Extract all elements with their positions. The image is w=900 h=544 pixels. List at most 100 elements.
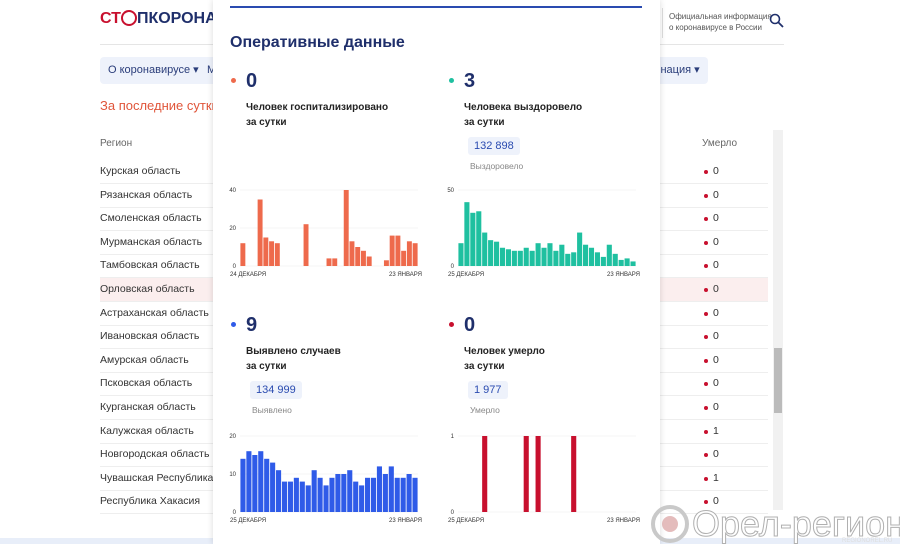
bar — [488, 240, 494, 266]
region-name: Мурманская область — [100, 235, 203, 248]
bar — [529, 250, 535, 266]
bar — [395, 235, 401, 266]
watermark-name: Орел-регион — [692, 503, 900, 544]
bar — [517, 250, 523, 266]
region-name: Новгородская область — [100, 448, 210, 461]
bar — [482, 232, 488, 266]
deaths-value: 0 — [713, 353, 719, 366]
bar — [588, 247, 595, 266]
bar — [349, 241, 355, 266]
search-icon[interactable] — [769, 13, 785, 29]
stat-description: Человека выздоровело за сутки — [464, 102, 583, 128]
bar — [323, 485, 329, 512]
scrollbar[interactable] — [773, 130, 783, 510]
bar — [565, 253, 571, 266]
bar — [252, 455, 258, 512]
region-name: Орловская область — [100, 283, 195, 295]
bar — [240, 458, 246, 512]
bar — [523, 436, 529, 512]
bar — [594, 252, 600, 266]
watermark: Орел-регион REGIONOREL.RU — [651, 503, 900, 544]
modal-title: Оперативные данные — [230, 34, 405, 51]
bar — [553, 250, 559, 266]
bar — [412, 477, 418, 512]
bar — [370, 477, 377, 512]
bar — [606, 244, 612, 266]
deaths-value: 0 — [713, 448, 719, 461]
status-dot — [704, 358, 708, 363]
bar — [264, 458, 270, 512]
deaths-value: 0 — [713, 283, 719, 295]
bar — [482, 436, 488, 512]
total-value: 132 898 — [468, 137, 520, 155]
region-name: Рязанская область — [100, 188, 193, 201]
region-name: Республика Хакасия — [100, 495, 201, 508]
bar — [263, 237, 269, 266]
bar — [303, 224, 309, 266]
bar — [505, 249, 511, 266]
mini-chart: 0 10 20 25 ДЕКАБРЯ 23 ЯНВАРЯ — [229, 434, 422, 524]
x-end-label: 23 ЯНВАРЯ — [389, 518, 422, 524]
status-dot — [704, 429, 708, 434]
region-name: Амурская область — [100, 353, 189, 366]
bar — [624, 258, 630, 266]
stat-description: Человек умерло за сутки — [464, 346, 545, 372]
deaths-value: 0 — [713, 235, 719, 248]
bar — [577, 232, 583, 266]
stat-number: 9 — [246, 314, 258, 336]
y-tick-label: 20 — [229, 226, 236, 232]
bar — [583, 244, 589, 266]
bar — [406, 474, 412, 512]
total-label: Выявлено — [252, 405, 292, 415]
section-title: За последние сутки — [100, 98, 219, 113]
total-label: Умерло — [470, 405, 500, 415]
status-dot — [704, 476, 708, 481]
region-name: Астраханская область — [100, 306, 209, 319]
bar — [618, 259, 624, 266]
x-start-label: 25 ДЕКАБРЯ — [448, 518, 484, 524]
bar — [476, 211, 482, 266]
bar — [494, 241, 500, 266]
bar — [281, 481, 288, 512]
x-start-label: 25 ДЕКАБРЯ — [230, 518, 266, 524]
bar — [326, 258, 332, 266]
bar — [343, 190, 349, 266]
y-tick-label: 1 — [451, 434, 455, 440]
stat-number: 0 — [464, 314, 476, 336]
bar — [335, 474, 341, 512]
region-name: Тамбовская область — [100, 259, 200, 272]
status-dot — [704, 453, 708, 458]
modal-top-line — [230, 6, 642, 8]
status-dot — [704, 382, 708, 387]
bar — [329, 477, 335, 512]
bar — [412, 243, 418, 266]
bar — [376, 466, 382, 512]
indicator-dot — [231, 78, 236, 83]
total-value: 1 977 — [468, 381, 508, 399]
bar — [274, 243, 280, 266]
nav-item[interactable]: О коронавирусе ▾ — [100, 57, 207, 84]
bar — [382, 474, 388, 512]
bar — [246, 451, 252, 512]
deaths-value: 0 — [713, 401, 719, 413]
y-tick-label: 0 — [451, 510, 455, 516]
bar — [257, 199, 263, 266]
deaths-value: 0 — [713, 165, 719, 177]
scroll-thumb[interactable] — [774, 348, 782, 413]
region-name: Смоленская область — [100, 212, 202, 225]
status-dot — [704, 406, 708, 410]
deaths-value: 0 — [713, 259, 719, 272]
bar — [511, 250, 517, 266]
mini-chart: 0 20 40 24 ДЕКАБРЯ 23 ЯНВАРЯ — [229, 188, 422, 278]
bar — [401, 250, 407, 266]
y-tick-label: 0 — [451, 264, 455, 270]
stat-description: Выявлено случаев за сутки — [246, 346, 341, 372]
indicator-dot — [449, 322, 454, 327]
status-dot — [704, 288, 708, 292]
bar — [276, 470, 282, 512]
bar — [355, 247, 361, 266]
bar — [523, 247, 529, 266]
y-tick-label: 0 — [233, 510, 237, 516]
y-tick-label: 10 — [229, 472, 236, 478]
